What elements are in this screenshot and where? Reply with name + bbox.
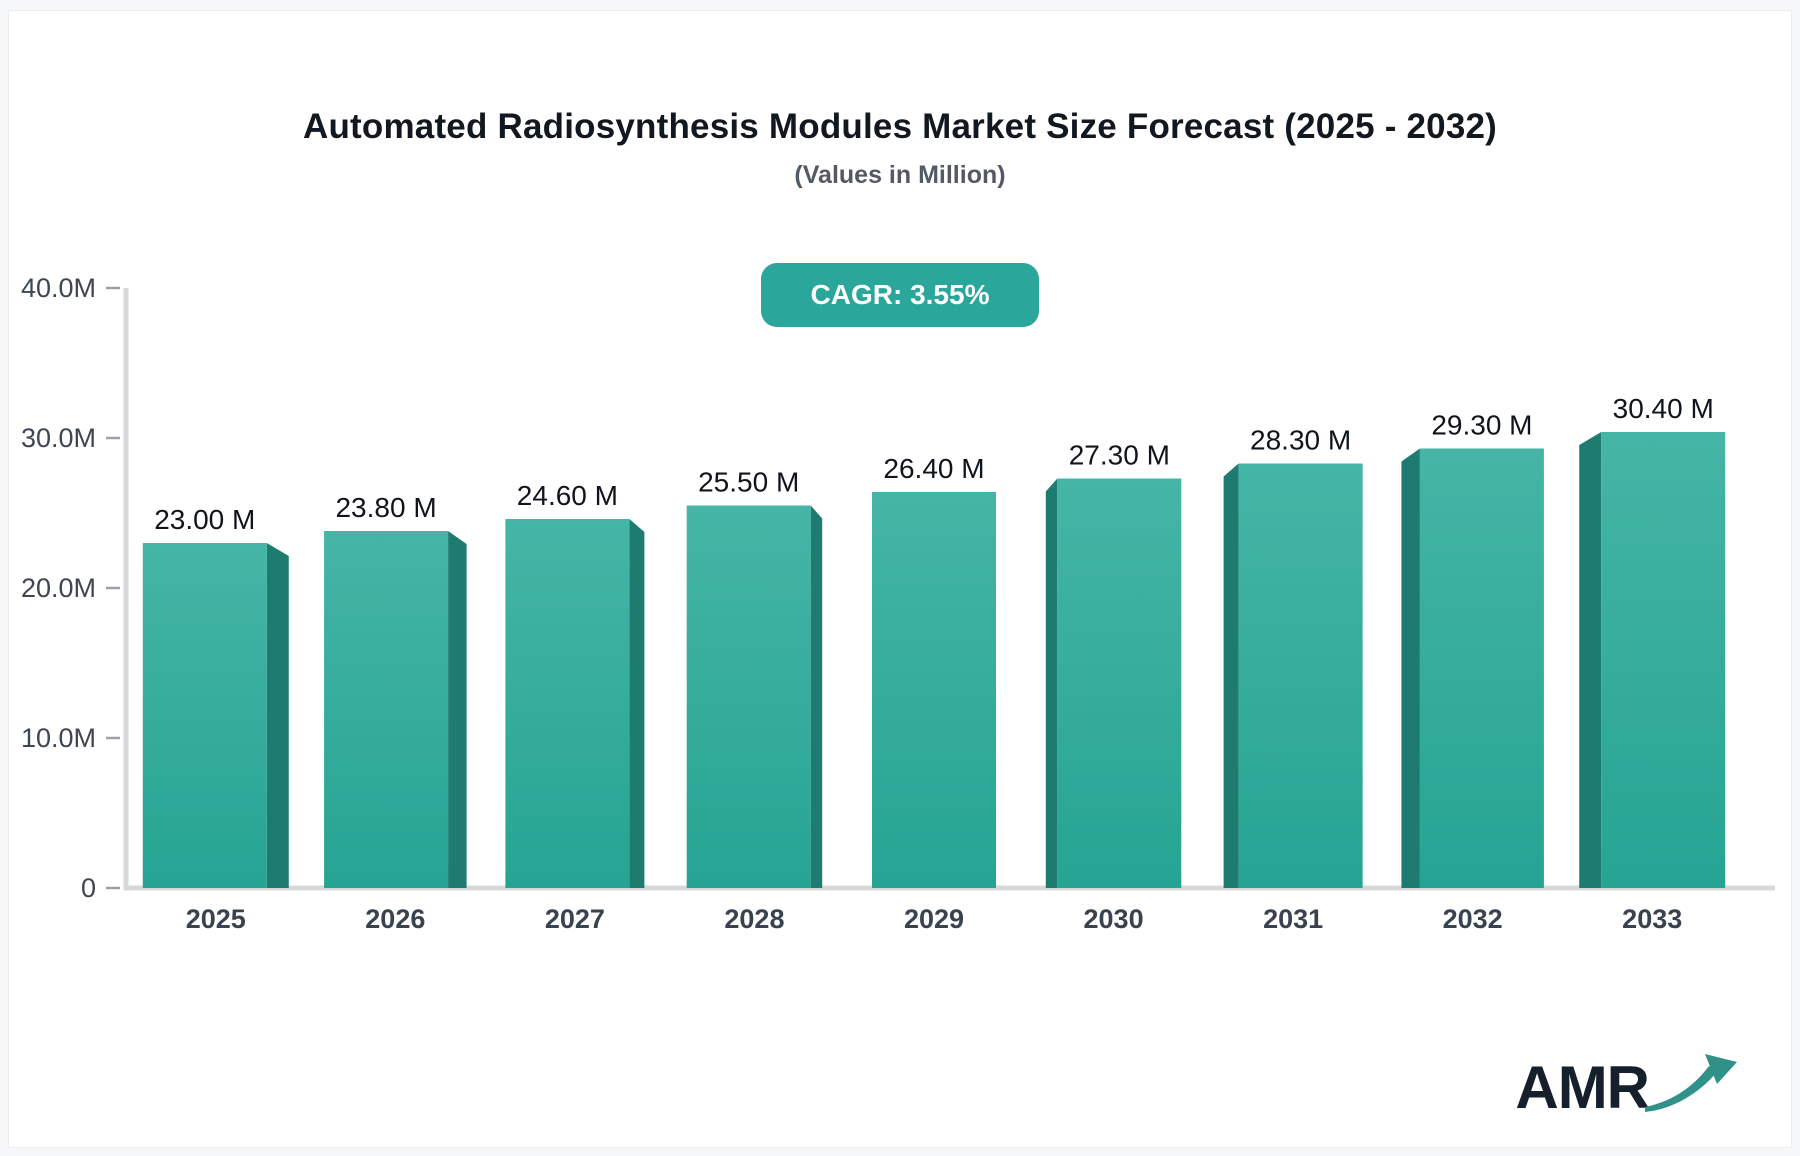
value-label-2026: 23.80 M	[335, 492, 436, 523]
cagr-badge: CAGR: 3.55%	[761, 263, 1039, 327]
bar-side-2031	[1223, 463, 1239, 888]
value-label-2032: 29.30 M	[1431, 410, 1532, 441]
bar-2028[interactable]	[686, 505, 811, 889]
growth-arrow-icon	[1645, 1054, 1737, 1112]
bar-side-2028	[810, 505, 823, 888]
chart-title: Automated Radiosynthesis Modules Market …	[302, 107, 1498, 146]
x-label-2029: 2029	[904, 904, 964, 934]
y-tick-label: 30.0M	[21, 423, 96, 453]
value-label-2027: 24.60 M	[517, 480, 618, 511]
y-tick-label: 40.0M	[21, 273, 96, 303]
bar-2025[interactable]	[142, 543, 267, 888]
x-label-2025: 2025	[186, 904, 246, 934]
bar-side-2032	[1401, 448, 1420, 888]
data-labels: 23.00 M 2025 23.80 M 2026 24.60 M 2027 25.50 M…	[154, 393, 1714, 934]
x-label-2030: 2030	[1084, 904, 1144, 934]
bar-2031[interactable]	[1238, 463, 1363, 889]
x-label-2026: 2026	[365, 904, 425, 934]
x-label-2031: 2031	[1263, 904, 1323, 934]
chart-subtitle: (Values in Million)	[794, 161, 1006, 189]
amr-logo: AMR	[1515, 1053, 1739, 1123]
value-label-2031: 28.30 M	[1250, 425, 1351, 456]
bar-side-2027	[629, 519, 645, 888]
bar-series	[142, 432, 1726, 889]
bar-side-2033	[1579, 432, 1602, 888]
value-label-2033: 30.40 M	[1613, 393, 1714, 424]
value-label-2030: 27.30 M	[1069, 440, 1170, 471]
x-label-2027: 2027	[545, 904, 605, 934]
amr-logo-text: AMR	[1515, 1054, 1650, 1121]
bar-side-2026	[448, 531, 467, 888]
bar-2026[interactable]	[324, 531, 449, 888]
bar-side-2025	[266, 543, 289, 888]
y-tick-label: 0	[81, 873, 96, 903]
bar-2029[interactable]	[872, 492, 996, 888]
bar-2027[interactable]	[505, 519, 630, 888]
value-label-2025: 23.00 M	[154, 504, 255, 535]
x-label-2032: 2032	[1443, 904, 1503, 934]
bar-2033[interactable]	[1601, 432, 1726, 888]
value-label-2029: 26.40 M	[883, 453, 984, 484]
x-label-2033: 2033	[1622, 904, 1682, 934]
x-label-2028: 2028	[724, 904, 784, 934]
bar-side-2030	[1045, 478, 1058, 888]
y-tick-label: 20.0M	[21, 573, 96, 603]
bar-2032[interactable]	[1419, 448, 1544, 889]
bar-2030[interactable]	[1057, 478, 1182, 889]
value-label-2028: 25.50 M	[698, 467, 799, 498]
y-tick-label: 10.0M	[21, 723, 96, 753]
